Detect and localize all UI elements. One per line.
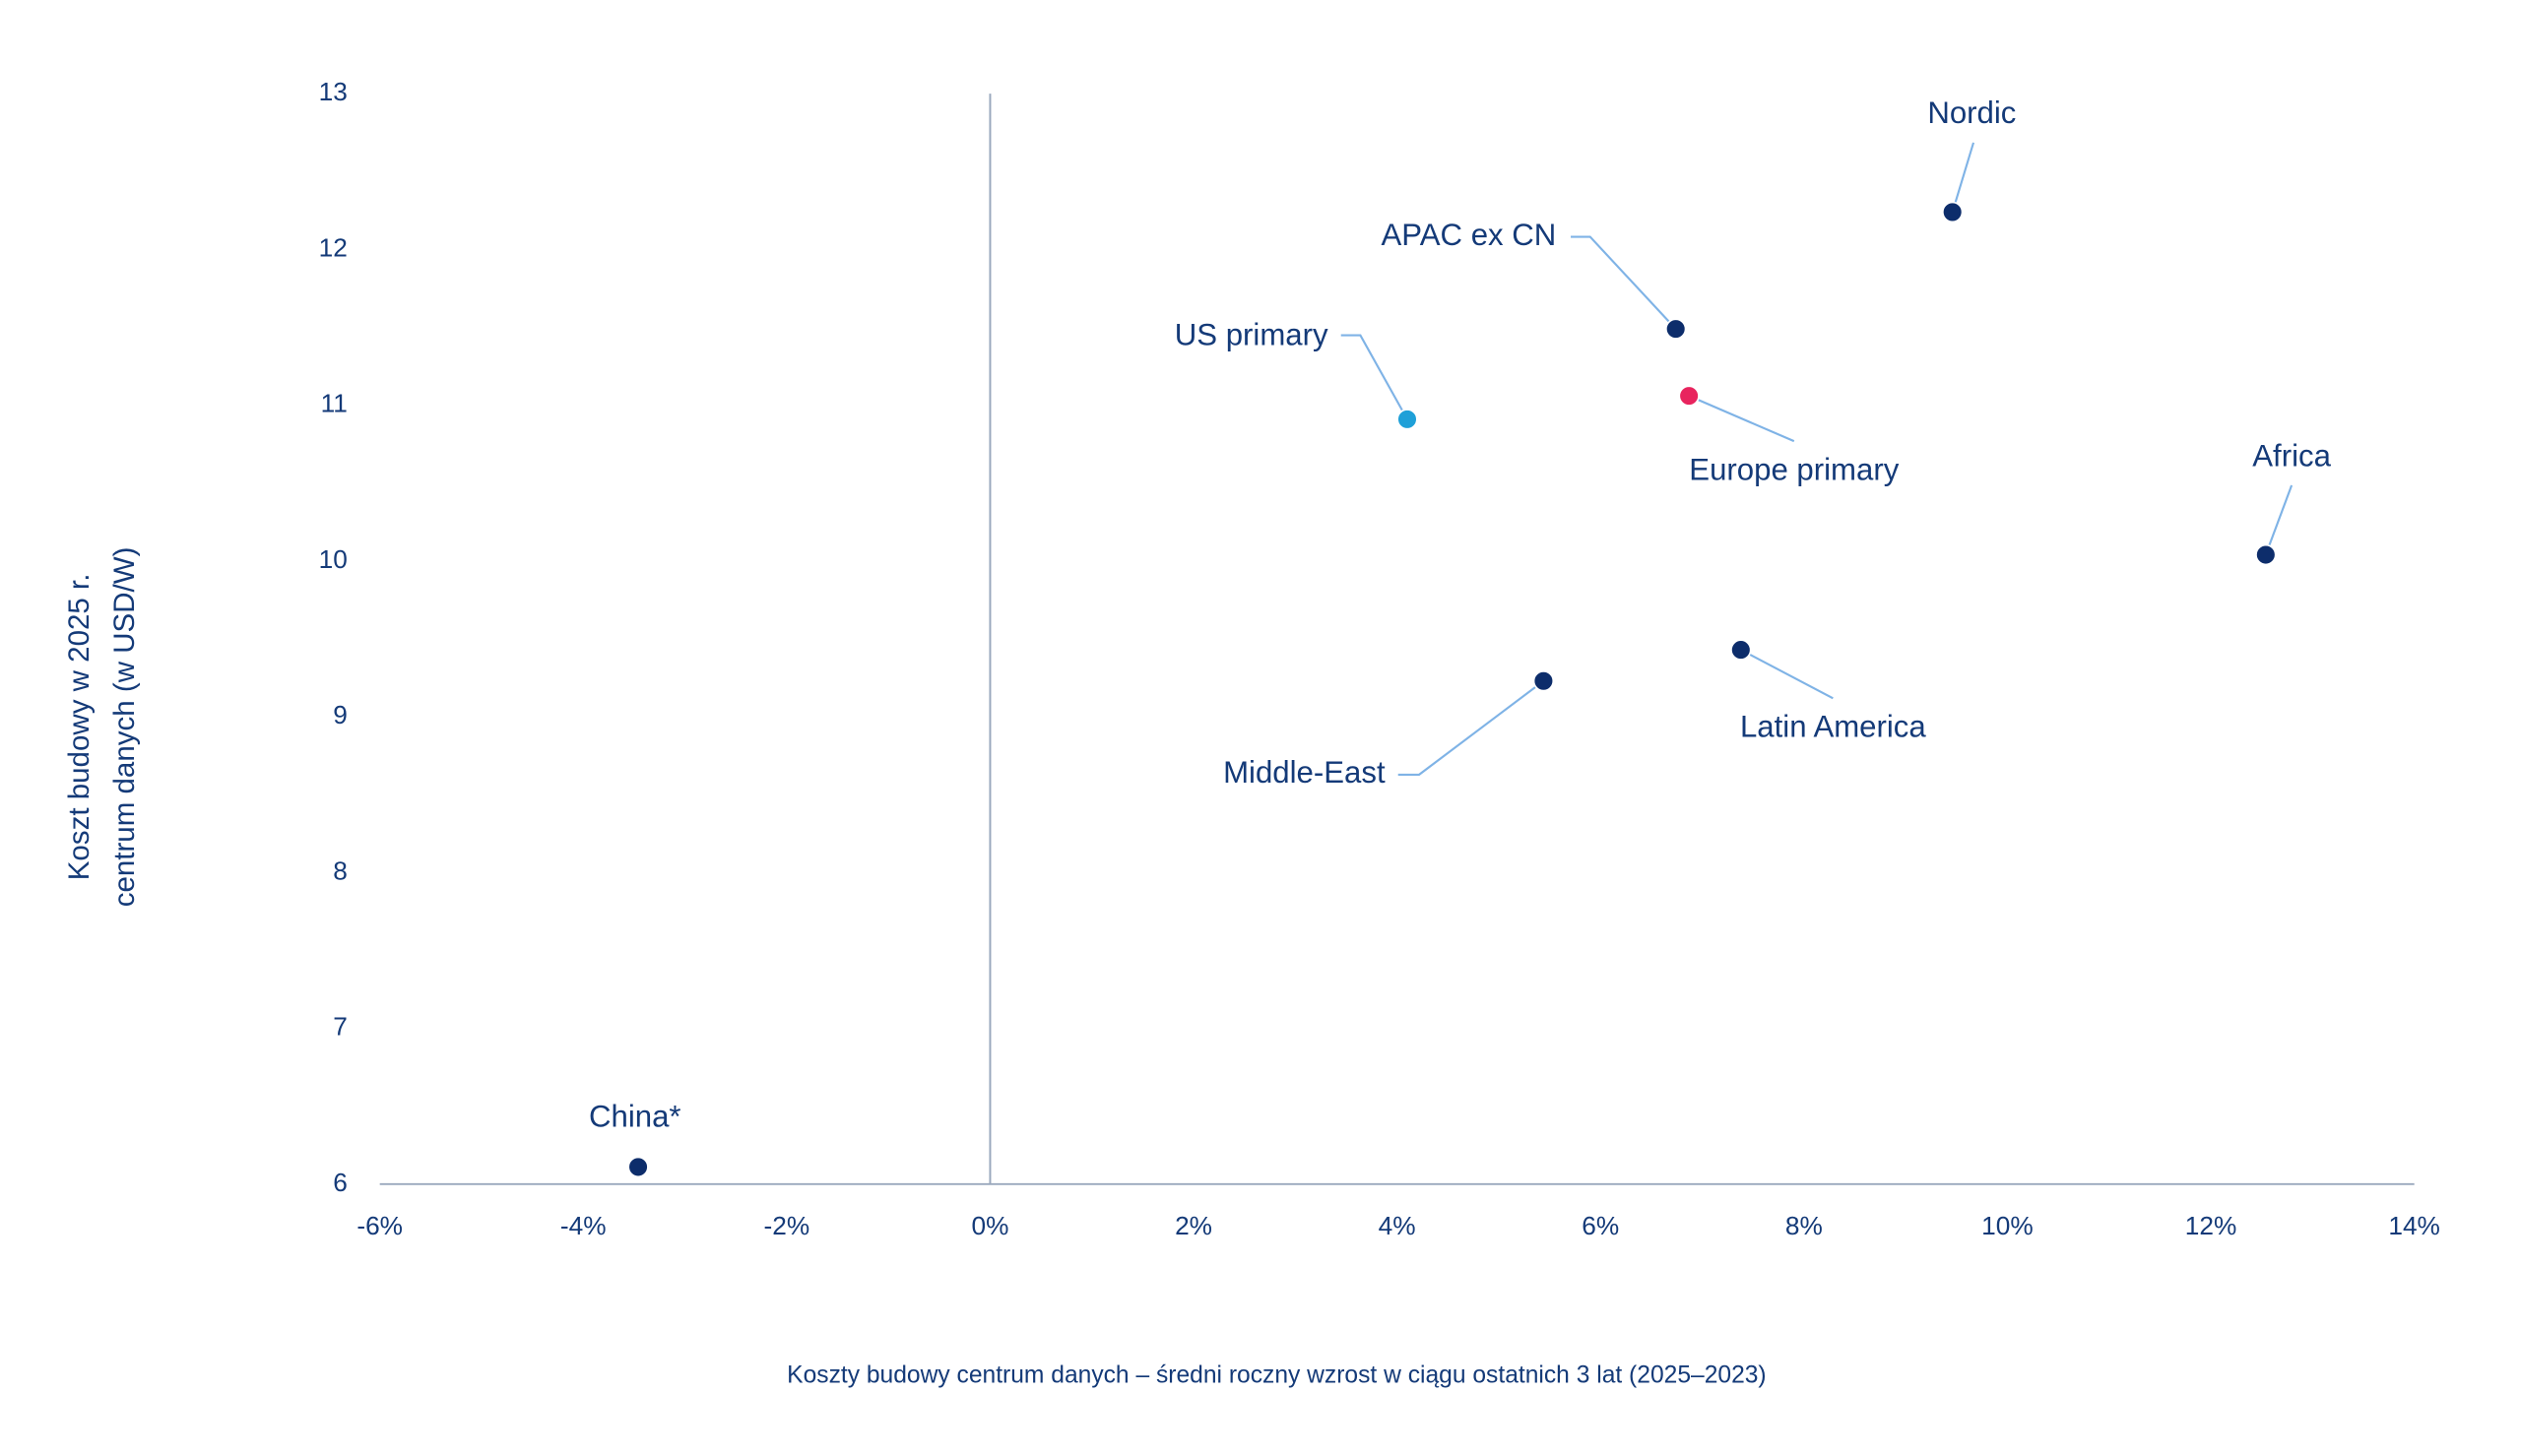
point — [1730, 639, 1752, 661]
point — [1665, 318, 1687, 340]
leader-line — [1397, 679, 1545, 776]
y-axis-label: Koszt budowy w 2025 r. — [63, 574, 96, 881]
point-label: APAC ex CN — [1382, 218, 1557, 252]
x-tick-label: -4% — [560, 1211, 607, 1240]
y-tick-label: 11 — [321, 389, 348, 418]
x-tick-label: 6% — [1582, 1211, 1619, 1240]
y-axis-label: centrum danych (w USD/W) — [108, 547, 141, 908]
leader-line — [1740, 649, 1834, 700]
x-axis-label: Koszty budowy centrum danych – średni ro… — [787, 1362, 1766, 1389]
point — [1532, 670, 1555, 692]
point — [1678, 385, 1700, 407]
x-tick-label: 8% — [1785, 1211, 1823, 1240]
point — [1942, 201, 1964, 223]
leader-line — [1951, 142, 1975, 213]
leader-line — [1340, 334, 1408, 420]
x-tick-label: 0% — [971, 1211, 1008, 1240]
point-label: Latin America — [1740, 710, 1926, 744]
point-label: China* — [589, 1099, 681, 1133]
y-tick-label: 13 — [319, 77, 348, 106]
x-tick-label: 10% — [1981, 1211, 2034, 1240]
leader-line — [1688, 395, 1795, 443]
y-tick-label: 6 — [333, 1168, 348, 1197]
point-label: Africa — [2252, 438, 2331, 473]
x-tick-label: 14% — [2388, 1211, 2440, 1240]
y-tick-label: 7 — [333, 1012, 348, 1042]
y-tick-label: 8 — [333, 855, 348, 885]
x-tick-label: 12% — [2185, 1211, 2237, 1240]
x-tick-label: -6% — [356, 1211, 403, 1240]
point-label: Europe primary — [1689, 453, 1899, 487]
point-label: Middle-East — [1223, 755, 1386, 790]
x-tick-label: 4% — [1379, 1211, 1416, 1240]
x-tick-label: 2% — [1175, 1211, 1212, 1240]
y-tick-label: 9 — [333, 700, 348, 729]
point-label: Nordic — [1927, 95, 2016, 130]
point-label: US primary — [1175, 317, 1328, 351]
y-tick-label: 12 — [319, 232, 348, 262]
point — [1396, 409, 1418, 430]
leader-line — [1571, 235, 1677, 330]
y-tick-label: 10 — [319, 544, 348, 574]
leader-line — [2264, 484, 2294, 555]
x-tick-label: -2% — [764, 1211, 810, 1240]
point — [627, 1156, 649, 1178]
point — [2255, 543, 2277, 566]
